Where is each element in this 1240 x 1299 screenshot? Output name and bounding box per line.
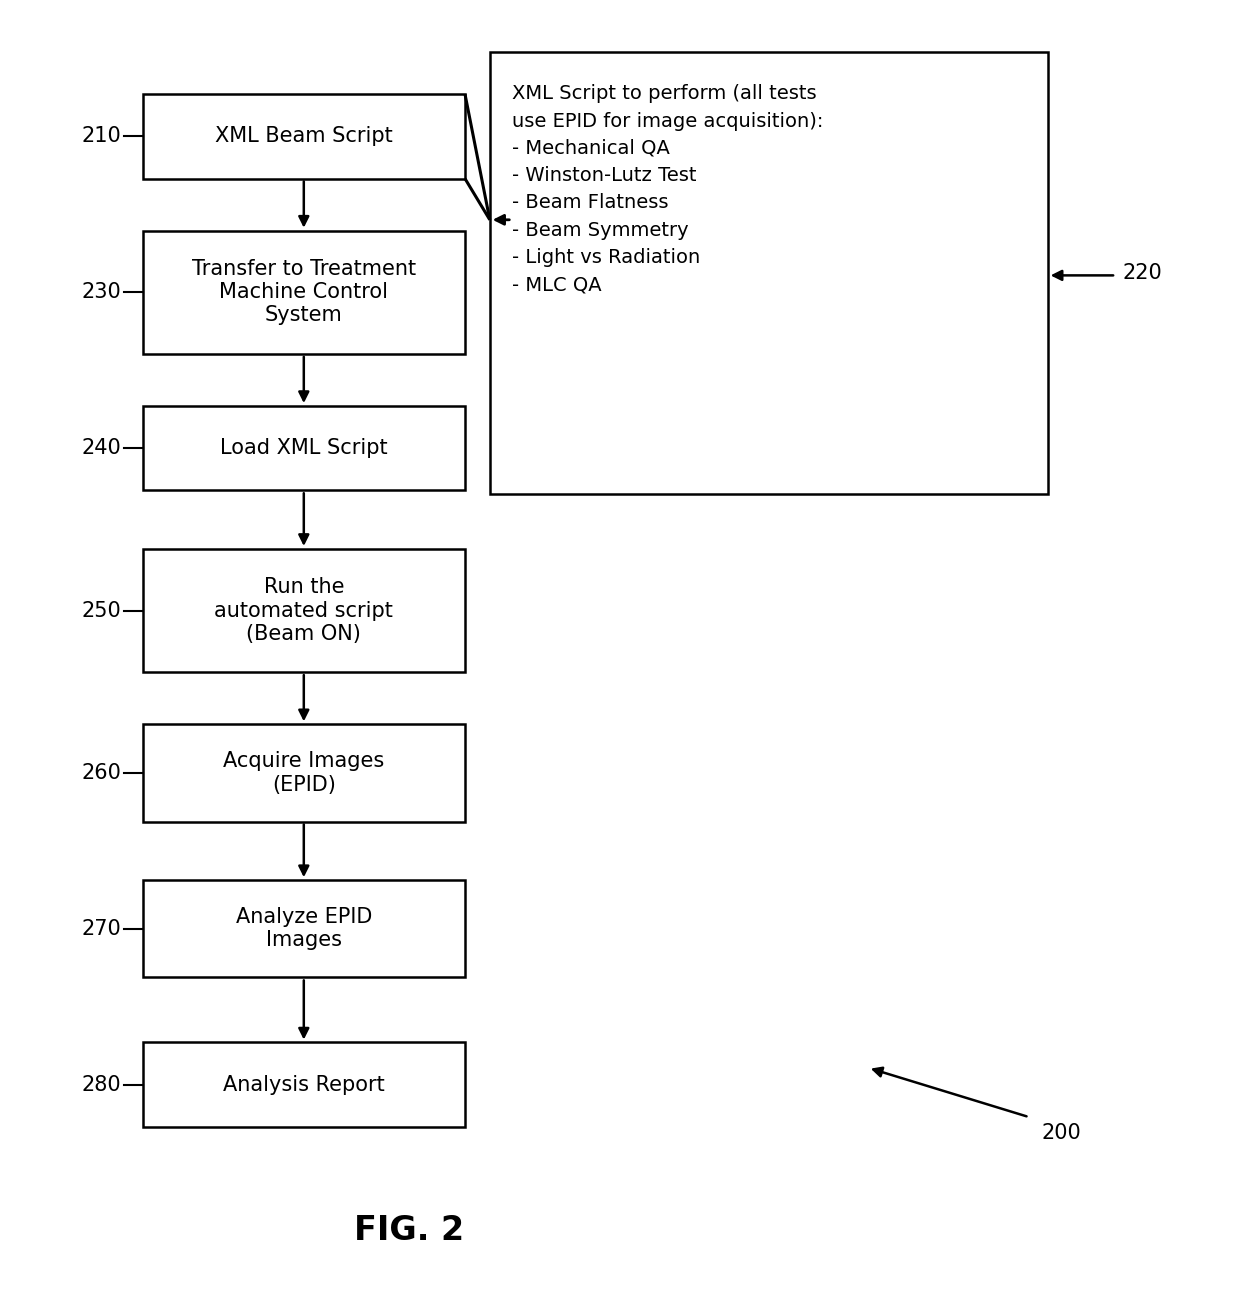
Text: 260: 260 — [82, 763, 122, 783]
Text: 210: 210 — [82, 126, 122, 147]
Text: 280: 280 — [82, 1074, 122, 1095]
Bar — [143, 405, 465, 490]
Bar — [143, 95, 465, 179]
Text: Acquire Images
(EPID): Acquire Images (EPID) — [223, 751, 384, 795]
Text: 240: 240 — [82, 438, 122, 459]
Bar — [143, 548, 465, 673]
Text: Transfer to Treatment
Machine Control
System: Transfer to Treatment Machine Control Sy… — [192, 259, 415, 326]
Text: FIG. 2: FIG. 2 — [355, 1215, 464, 1247]
Text: 200: 200 — [1042, 1122, 1081, 1143]
Text: 270: 270 — [82, 918, 122, 939]
Bar — [490, 52, 1048, 494]
Text: XML Beam Script: XML Beam Script — [215, 126, 393, 147]
Bar — [143, 881, 465, 978]
Bar — [143, 231, 465, 353]
Text: 230: 230 — [82, 282, 122, 303]
Text: Run the
automated script
(Beam ON): Run the automated script (Beam ON) — [215, 577, 393, 644]
Text: 220: 220 — [1122, 262, 1162, 283]
Text: 250: 250 — [82, 600, 122, 621]
Bar — [143, 724, 465, 822]
Text: XML Script to perform (all tests
use EPID for image acquisition):
- Mechanical Q: XML Script to perform (all tests use EPI… — [512, 84, 823, 294]
Text: Analysis Report: Analysis Report — [223, 1074, 384, 1095]
Text: Analyze EPID
Images: Analyze EPID Images — [236, 907, 372, 951]
Bar — [143, 1042, 465, 1126]
Text: Load XML Script: Load XML Script — [219, 438, 388, 459]
